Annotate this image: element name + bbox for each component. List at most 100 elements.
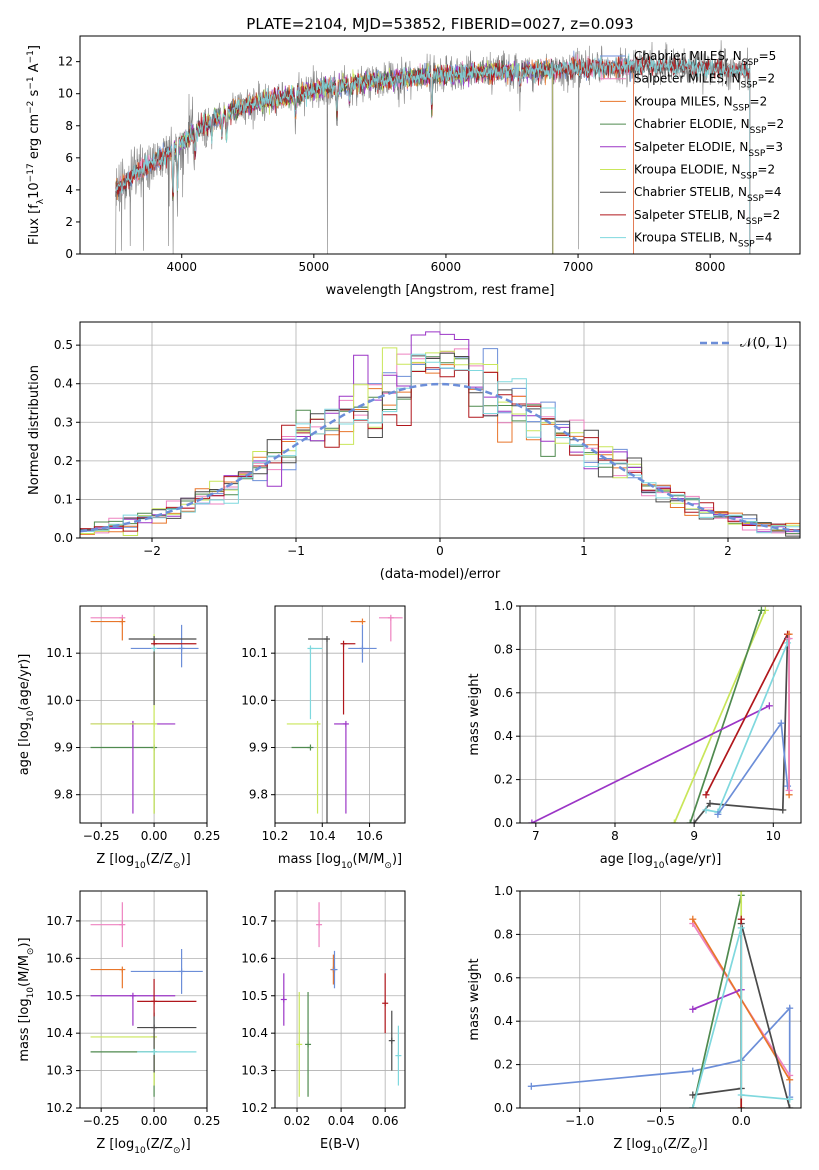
- x-tick-label: −2: [143, 544, 161, 558]
- y-axis-label: mass weight: [467, 673, 482, 755]
- errorbar-point-9: [151, 645, 158, 652]
- y-tick-label: 6: [65, 151, 73, 165]
- x-tick-label: 8: [611, 829, 619, 843]
- legend-label: 𝒩(0, 1): [740, 336, 787, 351]
- y-tick-label: 0.8: [494, 927, 513, 941]
- y-tick-label: 0.4: [494, 729, 513, 743]
- x-tick-label: 0.04: [328, 1114, 355, 1128]
- y-axis-label: Normed distribution: [27, 365, 42, 495]
- y-axis-label: mass [log10(M/M⊙)]: [17, 937, 36, 1061]
- y-tick-label: 10.1: [241, 646, 268, 660]
- y-tick-label: 12: [58, 55, 73, 69]
- y-tick-label: 2: [65, 215, 73, 229]
- errorbar-point-1: [348, 624, 377, 663]
- x-axis-label: mass [log10(M/M⊙)]: [278, 852, 402, 871]
- weight-line: [531, 705, 770, 823]
- x-tick-label: −1: [287, 544, 305, 558]
- plot-area: [528, 606, 793, 823]
- model-spectrum-line-9: [115, 53, 751, 254]
- y-tick-label: 9.8: [249, 788, 268, 802]
- weight-series-3: [528, 702, 773, 823]
- plot-area: [90, 614, 199, 814]
- errorbar-point-3: [90, 618, 126, 641]
- errorbar-point-2: [296, 992, 303, 1097]
- x-tick-label: 2: [724, 544, 732, 558]
- mass-weight-vs-age-panel: 7 8 9 10 0.0 0.2 0.4 0.6 0.8 1.0 age [log10(age/yr…: [467, 599, 802, 871]
- weight-series-4: [689, 891, 745, 1108]
- weight-line: [691, 895, 743, 1108]
- weight-line: [691, 927, 790, 1108]
- y-tick-label: 10.5: [46, 989, 73, 1003]
- errorbar-point-4: [316, 902, 323, 948]
- legend: Chabrier MILES, NSSP=5 Salpeter MILES, NS…: [600, 49, 784, 250]
- errorbar-point-8: [388, 1010, 395, 1071]
- errorbar-point-8: [151, 640, 197, 647]
- y-tick-label: 0.6: [494, 971, 513, 985]
- x-axis-label: Z [log10(Z/Z⊙)]: [613, 1137, 707, 1156]
- axes-frame: [519, 605, 802, 824]
- x-axis-label: (data-model)/error: [380, 567, 501, 582]
- x-tick-label: −1.0: [565, 1114, 594, 1128]
- x-tick-label: 10.4: [309, 829, 336, 843]
- errorbar-point-2: [90, 902, 126, 948]
- x-tick-label: 0.00: [141, 1114, 168, 1128]
- errorbar-point-6: [331, 950, 338, 989]
- x-axis-label: age [log10(age/yr)]: [600, 852, 722, 871]
- x-tick-label: 1: [580, 544, 588, 558]
- weight-series-1: [670, 606, 769, 823]
- x-tick-label: 0.25: [194, 829, 221, 843]
- x-tick-label: 0.00: [141, 829, 168, 843]
- axes-frame: [79, 890, 208, 1109]
- legend-label: Salpeter ELODIE, NSSP=3: [634, 140, 783, 159]
- y-tick-label: 0: [65, 247, 73, 261]
- age-vs-mass-panel: 10.2 10.4 10.6 9.8 9.9 10.0 10.1 mass [log10(M/…: [241, 605, 406, 871]
- x-tick-label: 10: [766, 829, 781, 843]
- weight-line: [705, 642, 789, 814]
- errorbar-point-3: [305, 992, 312, 1097]
- figure-title: PLATE=2104, MJD=53852, FIBERID=0027, z=0…: [246, 15, 633, 33]
- y-tick-label: 8: [65, 119, 73, 133]
- y-tick-label: 0.3: [54, 415, 73, 429]
- x-tick-label: −0.25: [83, 1114, 120, 1128]
- mass-weight-vs-metallicity-panel: −1.0 −0.5 0.0 0.0 0.2 0.4 0.6 0.8 1.0 Z [log10(Z/…: [467, 884, 802, 1156]
- x-tick-label: 0.02: [284, 1114, 311, 1128]
- plot-area: [527, 891, 794, 1108]
- plot-area: [80, 331, 800, 537]
- y-tick-label: 10.3: [241, 1064, 268, 1078]
- mass-vs-metallicity-panel: −0.25 0.00 0.25 10.2 10.3 10.4 10.5 10.6 10.7 Z […: [17, 890, 220, 1156]
- y-tick-label: 0.0: [54, 531, 73, 545]
- errorbar-point-7: [128, 636, 197, 706]
- legend-label: Kroupa MILES, NSSP=2: [634, 94, 767, 113]
- x-tick-label: 7000: [563, 260, 594, 274]
- x-axis-label: Z [log10(Z/Z⊙)]: [96, 1137, 190, 1156]
- histogram-step-9: [80, 353, 800, 534]
- legend-label: Chabrier MILES, NSSP=5: [634, 49, 776, 68]
- y-tick-label: 9.9: [249, 741, 268, 755]
- x-tick-label: −0.25: [83, 829, 120, 843]
- weight-line: [689, 610, 763, 823]
- legend-label: Chabrier STELIB, NSSP=4: [634, 185, 782, 204]
- weight-line: [692, 988, 742, 1011]
- legend-label: Kroupa STELIB, NSSP=4: [634, 231, 772, 250]
- plot-area: [286, 614, 403, 823]
- spectrum-panel: 4000 5000 6000 7000 8000 0 2 4 6 8 10 12 wavelength …: [26, 35, 801, 298]
- y-tick-label: 0.6: [494, 686, 513, 700]
- axes-frame: [79, 35, 801, 255]
- errorbar-point-9: [307, 645, 323, 720]
- x-tick-label: 10.6: [356, 829, 383, 843]
- x-tick-label: 5000: [299, 260, 330, 274]
- y-tick-label: 10.6: [241, 951, 268, 965]
- y-axis-label: age [log10(age/yr)]: [17, 654, 36, 776]
- y-tick-label: 0.4: [54, 377, 73, 391]
- errorbar-point-5: [90, 720, 176, 814]
- y-tick-label: 10.6: [46, 951, 73, 965]
- y-tick-label: 0.2: [494, 773, 513, 787]
- weight-series-2: [686, 606, 765, 823]
- errorbar-point-7: [382, 973, 389, 1034]
- errorbar-point-5: [334, 720, 349, 814]
- errorbar-point-2: [379, 614, 403, 642]
- axes-frame: [274, 890, 406, 1109]
- y-tick-label: 9.9: [54, 741, 73, 755]
- errorbar-point-4: [90, 744, 158, 814]
